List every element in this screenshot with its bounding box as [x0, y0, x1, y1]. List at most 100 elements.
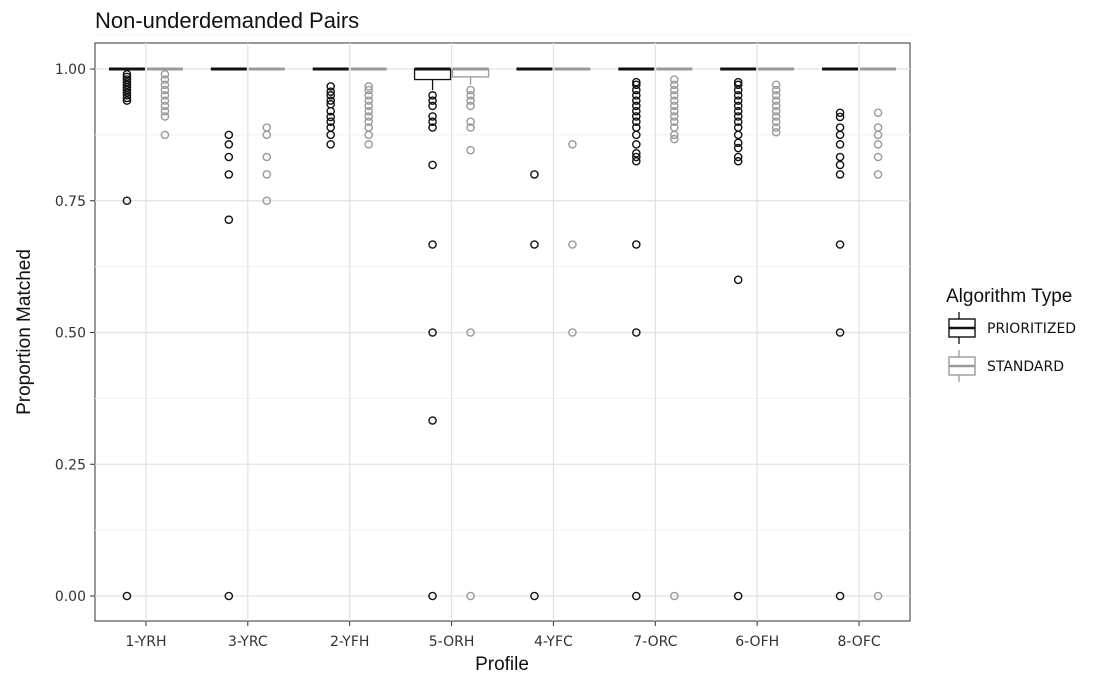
outlier-point: [160, 85, 170, 95]
box-prioritized-7-orc: [618, 67, 655, 601]
box-standard-1-yrh: [146, 67, 183, 140]
x-tick-label: 1-YRH: [125, 634, 166, 650]
outlier-point: [160, 96, 170, 105]
outlier-point: [224, 140, 234, 149]
x-tick-label: 8-OFC: [837, 634, 880, 650]
outlier-point: [873, 140, 883, 149]
outlier-point: [733, 156, 743, 166]
outlier-point: [835, 170, 845, 179]
box-standard-8-ofc: [860, 67, 897, 601]
outlier-point: [364, 106, 373, 116]
outlier-point: [122, 77, 132, 87]
outlier-point: [364, 117, 373, 126]
outlier-point: [733, 152, 743, 162]
outlier-point: [122, 91, 132, 100]
outlier-point: [428, 240, 437, 249]
outlier-point: [160, 80, 170, 90]
outlier-point: [326, 96, 335, 105]
outlier-point: [262, 130, 272, 140]
outlier-point: [873, 170, 883, 179]
box-standard-7-orc: [656, 67, 693, 601]
outlier-point: [428, 123, 437, 132]
outlier-point: [568, 240, 577, 249]
outlier-point: [530, 170, 539, 179]
outlier-point: [835, 160, 845, 170]
outlier-point: [835, 140, 845, 149]
outlier-point: [224, 215, 234, 225]
outlier-point: [632, 591, 641, 601]
outlier-point: [771, 127, 781, 137]
outlier-point: [262, 196, 272, 206]
box-prioritized-8-ofc: [822, 67, 859, 601]
outlier-point: [733, 591, 743, 601]
outlier-point: [771, 117, 781, 126]
outlier-point: [466, 117, 475, 126]
y-tick-label: 0.25: [55, 457, 86, 473]
x-tick-label: 4-YFC: [534, 634, 573, 650]
outlier-point: [326, 87, 335, 96]
outlier-point: [428, 112, 437, 121]
outlier-point: [224, 591, 234, 601]
outlier-point: [326, 117, 335, 126]
box-prioritized-2-yfh: [312, 67, 349, 149]
outlier-point: [568, 140, 577, 149]
chart-title: Non-underdemanded Pairs: [95, 8, 359, 33]
outlier-point: [835, 130, 845, 140]
outlier-point: [632, 152, 641, 162]
box-standard-4-yfc: [554, 67, 591, 337]
y-axis: 0.00 0.25 0.50 0.75 1.00: [55, 62, 95, 605]
outlier-point: [771, 101, 781, 111]
outlier-point: [262, 152, 272, 162]
x-tick-label: 2-YFH: [330, 634, 369, 650]
outlier-point: [733, 101, 743, 111]
x-tick-label: 3-YRC: [228, 634, 268, 650]
outlier-point: [326, 82, 335, 91]
outlier-point: [733, 275, 743, 285]
x-axis-title: Profile: [475, 654, 529, 675]
outlier-point: [670, 91, 679, 100]
legend: Algorithm Type PRIORITIZED STANDARD: [946, 286, 1076, 382]
outlier-point: [122, 75, 132, 84]
y-tick-label: 0.50: [55, 326, 86, 342]
outlier-point: [632, 240, 641, 249]
outlier-point: [122, 69, 132, 79]
legend-key-prioritized: PRIORITIZED: [948, 312, 1076, 344]
outlier-point: [670, 117, 679, 126]
legend-title: Algorithm Type: [946, 286, 1072, 307]
outlier-point: [160, 112, 170, 121]
outlier-point: [466, 123, 475, 132]
outlier-point: [632, 101, 641, 111]
outlier-point: [733, 85, 743, 95]
outlier-point: [733, 77, 743, 87]
outlier-point: [771, 96, 781, 105]
outlier-point: [122, 93, 132, 103]
outlier-point: [466, 101, 475, 111]
outlier-point: [835, 112, 845, 122]
outlier-point: [364, 112, 373, 121]
outlier-point: [670, 85, 679, 95]
outlier-point: [466, 91, 475, 100]
x-tick-label: 6-OFH: [735, 634, 779, 650]
outlier-point: [632, 85, 641, 95]
box-body: [413, 68, 452, 81]
outlier-point: [733, 138, 743, 148]
box-standard-3-yrc: [248, 67, 285, 206]
outlier-point: [771, 85, 781, 95]
outlier-point: [771, 80, 781, 90]
outlier-point: [122, 88, 132, 98]
outlier-point: [466, 145, 475, 155]
outlier-point: [632, 96, 641, 105]
outlier-point: [733, 91, 743, 100]
outlier-point: [364, 101, 373, 111]
outlier-point: [733, 96, 743, 105]
outlier-point: [466, 96, 475, 105]
outlier-point: [122, 72, 132, 82]
outlier-point: [160, 106, 170, 116]
outlier-point: [670, 96, 679, 105]
outlier-point: [670, 591, 679, 601]
outlier-point: [632, 77, 641, 87]
outlier-point: [466, 328, 475, 337]
outlier-point: [466, 85, 475, 95]
outlier-point: [835, 240, 845, 249]
